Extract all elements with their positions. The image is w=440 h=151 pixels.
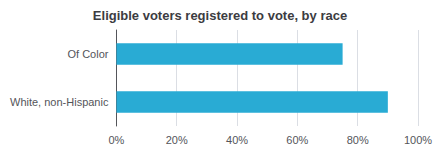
svg-text:Eligible voters registered to: Eligible voters registered to vote, by r…: [93, 8, 347, 23]
svg-text:White, non-Hispanic: White, non-Hispanic: [10, 96, 109, 108]
svg-text:40%: 40%: [226, 134, 248, 146]
svg-text:Of Color: Of Color: [67, 48, 108, 60]
svg-text:20%: 20%: [166, 134, 188, 146]
svg-text:0%: 0%: [108, 134, 124, 146]
svg-text:80%: 80%: [347, 134, 369, 146]
svg-text:100%: 100%: [404, 134, 432, 146]
svg-text:60%: 60%: [286, 134, 308, 146]
